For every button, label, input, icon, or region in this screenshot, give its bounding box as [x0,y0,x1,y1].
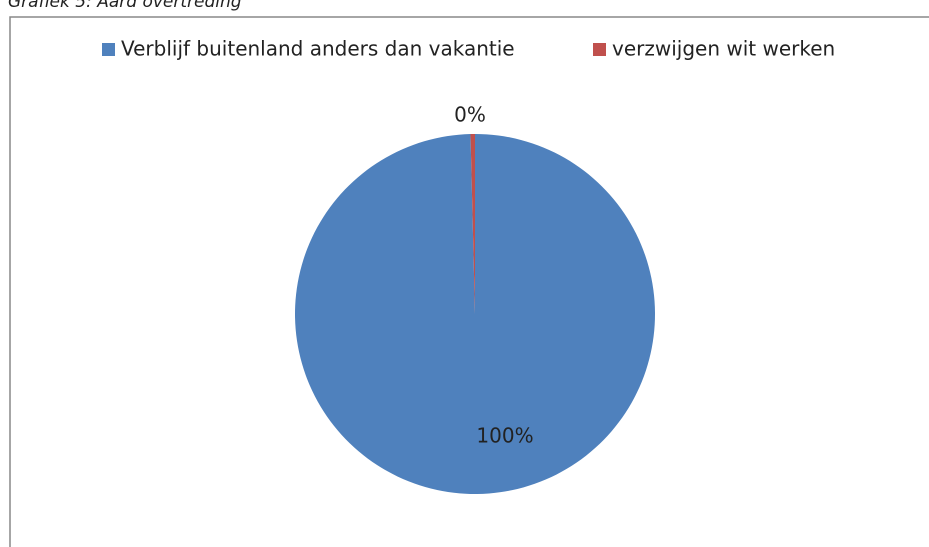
pie: 100% 0% [294,103,655,495]
pie-slice [470,134,475,314]
legend: Verblijf buitenland anders dan vakantie v… [102,37,835,61]
pie-slice [294,134,655,495]
data-label: 100% [476,424,533,448]
chart-title: Grafiek 5: Aard overtreding [8,0,242,12]
legend-swatch [102,43,115,56]
legend-label: Verblijf buitenland anders dan vakantie [121,37,515,61]
legend-swatch [593,43,606,56]
chart-frame [9,16,929,547]
legend-label: verzwijgen wit werken [612,37,835,61]
data-label: 0% [454,103,486,127]
